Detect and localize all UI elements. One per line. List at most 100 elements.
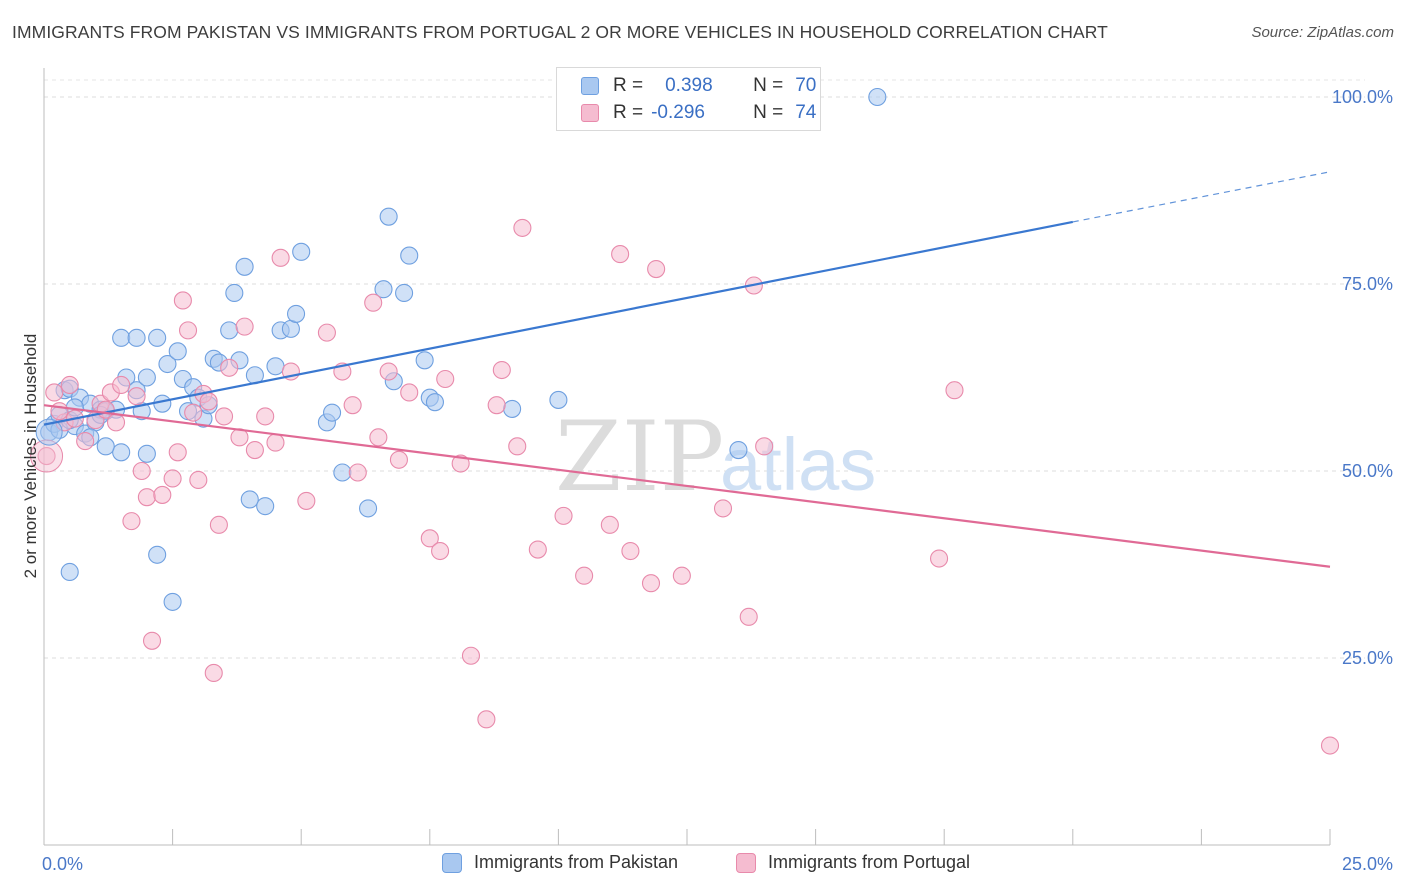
watermark: ZIP atlas	[555, 401, 876, 513]
legend: Immigrants from Pakistan Immigrants from…	[0, 852, 1406, 878]
legend-label-pakistan: Immigrants from Pakistan	[474, 852, 679, 872]
point-portugal	[214, 407, 234, 426]
point-portugal	[142, 631, 162, 650]
point-pakistan	[359, 499, 378, 518]
point-portugal	[297, 491, 316, 510]
point-portugal	[76, 432, 95, 451]
point-portugal	[379, 362, 398, 381]
point-pakistan	[168, 342, 187, 361]
point-portugal	[184, 403, 203, 422]
point-portugal	[45, 383, 64, 402]
point-portugal	[647, 259, 666, 279]
point-portugal	[420, 529, 439, 548]
legend-swatch-portugal	[736, 852, 756, 873]
trend-line-pakistan	[43, 220, 1074, 426]
point-portugal	[739, 607, 758, 626]
point-portugal	[611, 245, 630, 264]
point-portugal	[122, 512, 141, 531]
point-pakistan	[256, 497, 275, 516]
point-portugal	[945, 381, 964, 400]
point-portugal	[266, 433, 285, 452]
y-tick-label: 25.0%	[1342, 648, 1393, 668]
point-portugal	[672, 566, 691, 585]
point-portugal	[168, 443, 187, 462]
point-portugal	[513, 218, 532, 237]
point-pakistan	[163, 592, 182, 611]
point-pakistan	[225, 283, 244, 303]
point-portugal	[220, 358, 239, 377]
point-pakistan	[549, 390, 568, 409]
n-label: N =	[753, 102, 784, 123]
point-pakistan	[415, 351, 434, 370]
point-portugal	[400, 383, 419, 402]
point-portugal	[487, 396, 506, 415]
point-portugal	[132, 461, 151, 481]
grid-lines	[44, 79, 1365, 659]
point-pakistan	[153, 394, 172, 413]
point-pakistan	[220, 321, 239, 340]
point-portugal	[137, 488, 156, 507]
point-pakistan	[148, 545, 167, 564]
trend-line-portugal	[43, 404, 1331, 568]
legend-item-portugal[interactable]: Immigrants from Portugal	[736, 852, 970, 873]
point-portugal	[256, 407, 275, 426]
point-portugal	[451, 454, 470, 473]
point-portugal	[106, 413, 126, 432]
watermark-zip: ZIP	[555, 401, 724, 513]
point-portugal	[204, 663, 223, 683]
r-label: R =	[613, 75, 644, 96]
point-pakistan	[400, 246, 419, 265]
point-pakistan	[266, 357, 285, 376]
y-axis-label: 2 or more Vehicles in Household	[21, 334, 40, 579]
point-pakistan	[425, 393, 444, 412]
point-portugal	[554, 506, 573, 525]
point-pakistan	[323, 403, 342, 422]
point-portugal	[492, 360, 511, 380]
point-pakistan	[395, 283, 414, 303]
point-pakistan	[333, 463, 352, 482]
point-portugal	[930, 549, 949, 568]
data-points	[30, 87, 1340, 755]
point-pakistan	[503, 399, 522, 418]
point-pakistan	[112, 328, 131, 347]
point-portugal	[528, 540, 547, 559]
point-portugal	[1320, 736, 1340, 755]
y-tick-label: 75.0%	[1342, 274, 1393, 294]
point-portugal	[317, 323, 336, 342]
point-pakistan	[137, 444, 156, 463]
point-portugal	[112, 375, 131, 395]
x-tick-label: 0.0%	[42, 854, 83, 874]
chart-title: IMMIGRANTS FROM PAKISTAN VS IMMIGRANTS F…	[12, 22, 1108, 42]
point-pakistan	[148, 328, 167, 347]
trend-lines	[43, 171, 1331, 568]
point-portugal	[369, 428, 388, 447]
stats-row-portugal: R = -0.296 N = 74	[581, 101, 816, 125]
point-portugal	[600, 515, 619, 534]
point-portugal	[713, 499, 733, 518]
legend-item-pakistan[interactable]: Immigrants from Pakistan	[442, 852, 678, 873]
n-label: N =	[753, 75, 784, 96]
r-value: 0.398	[665, 75, 713, 96]
point-portugal	[163, 469, 182, 488]
point-portugal	[508, 437, 527, 456]
stats-row-pakistan: R = 0.398 N = 70	[581, 74, 816, 98]
source-label: Source: ZipAtlas.com	[1251, 24, 1394, 41]
point-portugal	[436, 369, 455, 389]
n-value: 74	[795, 102, 817, 123]
point-portugal	[153, 485, 172, 504]
point-portugal	[431, 541, 450, 561]
point-portugal	[37, 446, 56, 466]
point-portugal	[389, 450, 408, 469]
point-pakistan	[96, 437, 115, 456]
point-portugal	[477, 710, 496, 729]
x-tick-label: 25.0%	[1342, 854, 1393, 874]
point-portugal	[348, 463, 367, 482]
stats-swatch-portugal	[581, 104, 599, 122]
r-value: -0.296	[651, 102, 705, 123]
point-pakistan	[127, 328, 146, 347]
point-portugal	[245, 441, 264, 460]
legend-label-portugal: Immigrants from Portugal	[768, 852, 971, 872]
point-pakistan	[374, 280, 393, 299]
trend-line-pakistan-extension	[1072, 171, 1331, 223]
point-pakistan	[235, 257, 254, 276]
